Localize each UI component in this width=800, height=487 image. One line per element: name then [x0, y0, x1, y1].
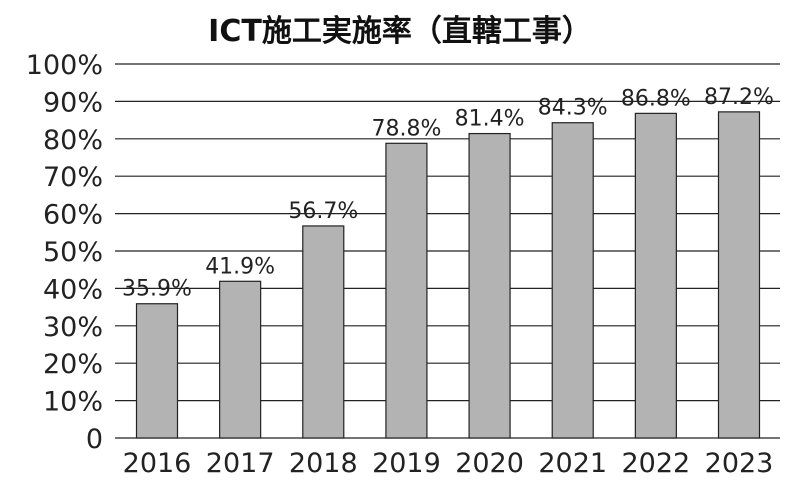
y-tick-label: 0 — [86, 424, 103, 455]
y-tick-label: 80% — [43, 125, 103, 156]
data-label: 56.7% — [288, 199, 358, 224]
y-tick-label: 70% — [43, 162, 103, 193]
data-label: 86.8% — [621, 86, 691, 111]
bar — [717, 111, 761, 439]
x-tick-label: 2017 — [206, 448, 275, 479]
bar — [385, 142, 428, 439]
data-label: 87.2% — [704, 85, 774, 110]
data-label: 81.4% — [455, 107, 525, 132]
x-tick-label: 2019 — [372, 448, 441, 479]
data-label: 84.3% — [538, 96, 608, 121]
x-tick-label: 2020 — [455, 448, 524, 479]
x-tick-label: 2022 — [621, 448, 690, 479]
data-label: 35.9% — [122, 277, 192, 302]
y-tick-label: 30% — [43, 312, 103, 343]
y-tick-label: 50% — [43, 237, 103, 268]
x-tick-label: 2016 — [123, 448, 192, 479]
data-label: 78.8% — [371, 116, 441, 141]
y-tick-label: 20% — [43, 349, 103, 380]
bar — [302, 225, 345, 439]
y-tick-label: 100% — [26, 50, 103, 81]
y-tick-label: 10% — [43, 387, 103, 418]
data-label: 41.9% — [205, 254, 275, 279]
x-tick-label: 2021 — [538, 448, 607, 479]
bar — [551, 122, 594, 439]
x-tick-label: 2018 — [289, 448, 358, 479]
bar — [135, 303, 179, 439]
bar — [468, 132, 511, 439]
y-tick-label: 60% — [43, 200, 103, 231]
x-tick-label: 2023 — [705, 448, 774, 479]
bar — [219, 280, 262, 439]
y-tick-label: 40% — [43, 274, 103, 305]
bar — [634, 112, 677, 439]
chart-title: ICT施工実施率（直轄工事） — [208, 14, 592, 49]
y-tick-label: 90% — [43, 87, 103, 118]
